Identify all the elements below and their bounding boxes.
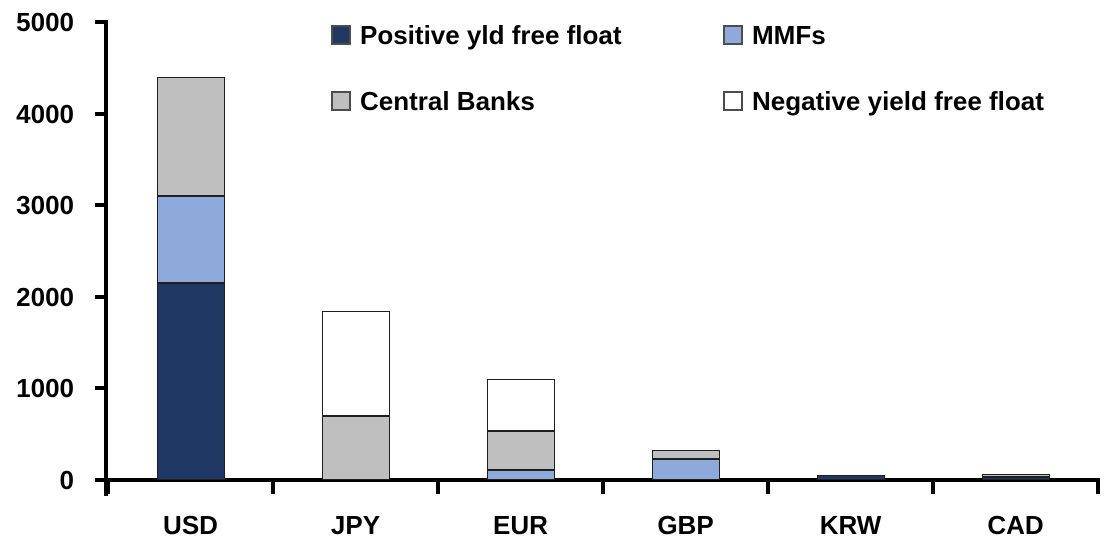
y-axis-tick-label: 2000 [16, 281, 74, 312]
y-axis-tick [95, 294, 108, 299]
legend-item-negative-yield-free-float: Negative yield free float [723, 86, 1044, 116]
x-axis-category-label: USD [163, 510, 218, 540]
bar-segment-cad [981, 476, 1050, 480]
x-axis-category-label: JPY [330, 510, 381, 540]
y-axis-tick [95, 478, 108, 482]
bar-segment-jpy [321, 310, 390, 416]
y-axis-tick-label: 3000 [16, 190, 74, 221]
x-axis-category-label: CAD [987, 510, 1044, 540]
x-axis-tick [1096, 479, 1100, 494]
legend-swatch-icon [723, 91, 743, 111]
legend-swatch-icon [331, 25, 351, 45]
bar-gbp [651, 449, 720, 480]
legend-item-mmfs: MMFs [723, 20, 826, 50]
bar-segment-gbp [651, 458, 720, 480]
bar-segment-usd [156, 283, 225, 480]
legend-swatch-icon [723, 25, 743, 45]
x-axis-category-label: GBP [657, 510, 714, 540]
y-axis-tick [95, 386, 108, 391]
y-axis-tick [95, 203, 108, 208]
x-axis-tick [931, 479, 935, 494]
bar-segment-gbp [651, 449, 720, 459]
legend-item-central-banks: Central Banks [331, 86, 535, 116]
bar-eur [486, 379, 555, 480]
bar-segment-krw [816, 475, 885, 480]
legend-label: Positive yld free float [360, 20, 622, 50]
bar-jpy [321, 310, 390, 480]
bar-cad [981, 473, 1050, 480]
bar-segment-eur [486, 379, 555, 432]
x-axis-tick [766, 479, 770, 494]
bar-segment-usd [156, 196, 225, 284]
bar-segment-cad [981, 473, 1050, 477]
legend-swatch-icon [331, 91, 351, 111]
x-axis-tick [436, 479, 440, 494]
bar-krw [816, 475, 885, 480]
legend-item-positive-yld-free-float: Positive yld free float [331, 20, 622, 50]
legend-label: MMFs [752, 20, 826, 50]
y-axis-tick [95, 20, 108, 24]
bar-usd [156, 76, 225, 480]
x-axis-tick [106, 479, 110, 494]
y-axis-line [104, 20, 108, 496]
x-axis-category-label: KRW [819, 510, 882, 540]
x-axis-tick [271, 479, 275, 494]
y-axis-tick-label: 0 [59, 465, 74, 495]
y-axis-tick-label: 1000 [16, 373, 74, 404]
x-axis-tick [601, 479, 605, 494]
x-axis-category-label: EUR [493, 510, 548, 540]
bar-segment-eur [486, 469, 555, 480]
legend-label: Central Banks [360, 86, 535, 116]
legend-label: Negative yield free float [752, 86, 1044, 116]
bar-segment-usd [156, 76, 225, 197]
bar-segment-jpy [321, 415, 390, 480]
y-axis-tick-label: 5000 [16, 7, 74, 37]
y-axis-tick [95, 111, 108, 116]
y-axis-tick-label: 4000 [16, 98, 74, 129]
bar-segment-eur [486, 431, 555, 470]
